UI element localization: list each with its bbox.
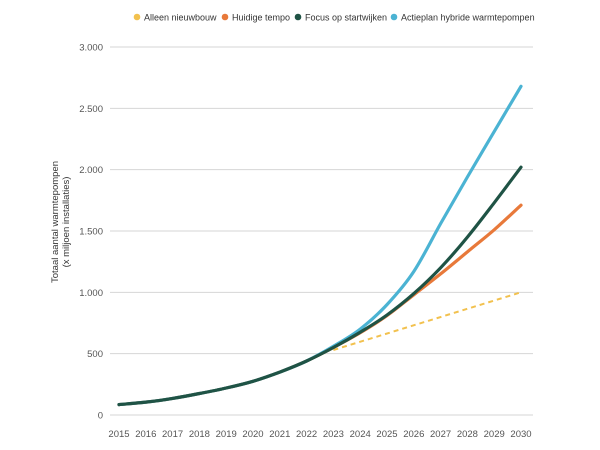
legend-label: Alleen nieuwbouw: [144, 13, 217, 23]
y-tick-label: 3.000: [79, 43, 103, 54]
gridlines: [110, 46, 533, 416]
legend-marker: [221, 13, 229, 21]
x-tick-label: 2022: [296, 429, 317, 440]
y-tick-label: 0: [98, 411, 103, 422]
y-tick-label: 2.000: [79, 165, 103, 176]
x-tick-label: 2025: [376, 429, 397, 440]
legend-label: Actieplan hybride warmtepompen: [401, 13, 535, 23]
x-tick-label: 2027: [430, 429, 451, 440]
x-tick-label: 2020: [242, 429, 263, 440]
x-tick-label: 2029: [484, 429, 505, 440]
x-tick-label: 2028: [457, 429, 478, 440]
legend-item-huidige-tempo: Huidige tempo: [221, 13, 290, 23]
x-tick-label: 2024: [350, 429, 371, 440]
legend-marker: [294, 13, 302, 21]
legend-marker: [390, 13, 398, 21]
x-tick-label: 2021: [269, 429, 290, 440]
series-line-focus-op-startwijken: [117, 165, 523, 407]
y-axis-title: Totaal aantal warmtepompen(x miljoen ins…: [50, 161, 72, 283]
y-tick-label: 1.500: [79, 227, 103, 238]
y-axis-title-line: (x miljoen installaties): [61, 177, 72, 268]
y-axis-title-line: Totaal aantal warmtepompen: [50, 161, 61, 283]
legend: Alleen nieuwbouw Huidige tempo Focus op st…: [133, 13, 535, 23]
y-tick-label: 1.000: [79, 288, 103, 299]
legend-label: Focus op startwijken: [305, 13, 387, 23]
series-line-alleen-nieuwbouw: [333, 291, 522, 351]
legend-item-alleen-nieuwbouw: Alleen nieuwbouw: [133, 13, 217, 23]
series-lines: [117, 84, 523, 407]
x-tick-label: 2017: [162, 429, 183, 440]
x-tick-label: 2026: [403, 429, 424, 440]
y-tick-label: 2.500: [79, 104, 103, 115]
legend-label: Huidige tempo: [232, 13, 290, 23]
series-line-huidige-tempo: [117, 203, 523, 407]
legend-marker: [133, 13, 141, 21]
legend-item-focus-op-startwijken: Focus op startwijken: [294, 13, 387, 23]
x-axis-ticks: 2015 2016 2017 2018 2019 2020 2021 2022 2023 2024…: [108, 429, 531, 440]
x-tick-label: 2016: [135, 429, 156, 440]
x-tick-label: 2030: [510, 429, 531, 440]
x-tick-label: 2023: [323, 429, 344, 440]
legend-item-actieplan-hybride-warmtepompen: Actieplan hybride warmtepompen: [390, 13, 535, 23]
y-tick-label: 500: [87, 349, 103, 360]
x-tick-label: 2019: [216, 429, 237, 440]
x-tick-label: 2018: [189, 429, 210, 440]
x-tick-label: 2015: [108, 429, 129, 440]
y-axis-ticks: 0 500 1.000 1.500 2.000 2.500 3.000: [79, 43, 103, 422]
